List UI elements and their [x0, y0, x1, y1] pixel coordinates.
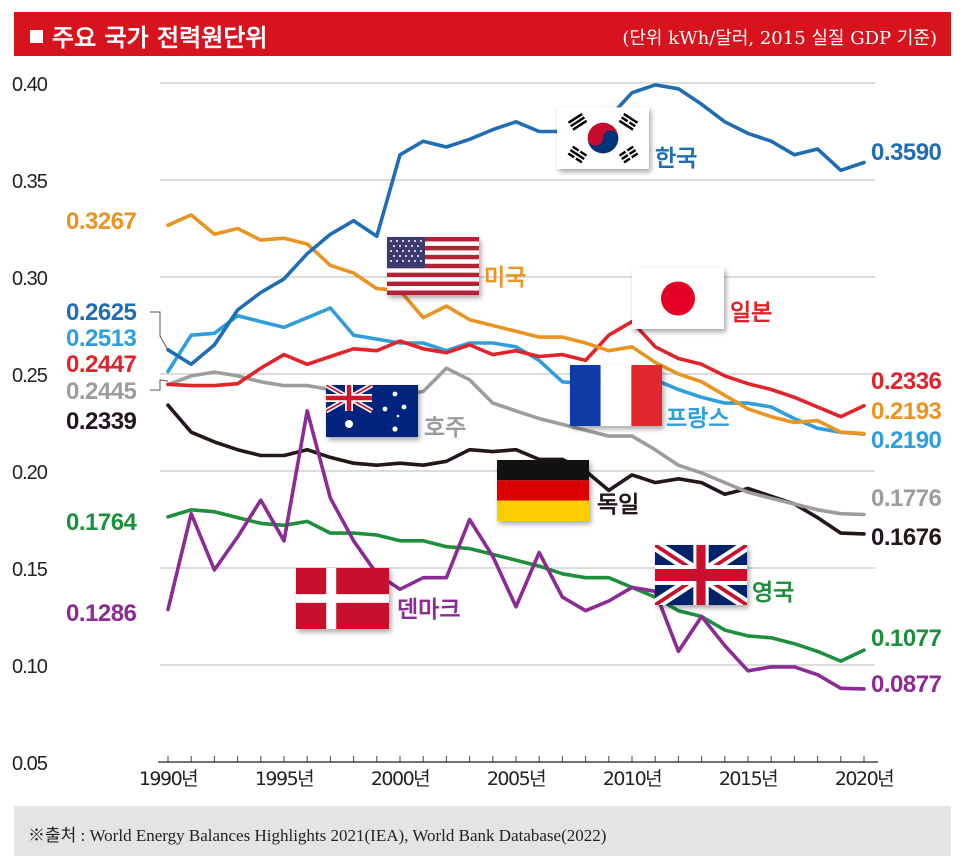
series-line-france: [166, 306, 866, 436]
usa-flag-icon: [387, 237, 479, 295]
country-label-uk: 영국: [752, 580, 794, 606]
end-value-label-uk: 0.1077: [871, 625, 942, 652]
series-line-uk: [166, 508, 866, 663]
country-label-usa: 미국: [484, 265, 526, 291]
source-footer: ※출처 : World Energy Balances Highlights 2…: [14, 806, 951, 856]
korea-flag-icon: [557, 107, 649, 169]
country-label-japan: 일본: [730, 300, 772, 326]
unit-label: (단위 kWh/달러, 2015 실질 GDP 기준): [622, 28, 937, 49]
end-value-label-australia: 0.1776: [871, 485, 942, 512]
series-line-japan: [166, 319, 866, 419]
title-banner: 주요 국가 전력원단위 (단위 kWh/달러, 2015 실질 GDP 기준): [14, 12, 951, 56]
uk-flag-icon: [655, 545, 747, 605]
y-tick-label: 0.40: [12, 74, 48, 96]
series-line-germany: [166, 403, 866, 536]
series-line-denmark: [166, 409, 866, 691]
bullet-square-icon: [30, 30, 43, 43]
leader-line: [150, 379, 169, 391]
x-tick-label: 2015년: [719, 768, 777, 790]
x-tick-label: 1995년: [255, 768, 313, 790]
end-value-label-germany: 0.1676: [871, 524, 942, 551]
france-flag-icon: [570, 365, 662, 426]
y-tick-label: 0.20: [12, 462, 48, 484]
start-value-label-denmark: 0.1286: [66, 600, 137, 627]
y-tick-label: 0.10: [12, 656, 48, 678]
y-tick-label: 0.35: [12, 171, 48, 193]
end-value-label-usa: 0.2193: [871, 398, 942, 425]
denmark-flag-icon: [296, 568, 389, 629]
start-value-label-korea: 0.2625: [66, 299, 137, 326]
chart-title: 주요 국가 전력원단위: [52, 24, 268, 52]
australia-flag-icon: [326, 385, 418, 437]
country-label-australia: 호주: [424, 415, 466, 441]
y-tick-label: 0.15: [12, 559, 48, 581]
end-value-label-france: 0.2190: [871, 427, 942, 454]
start-value-label-japan: 0.2447: [66, 351, 137, 378]
end-value-label-denmark: 0.0877: [871, 671, 942, 698]
x-tick-label: 2010년: [603, 768, 661, 790]
series-line-usa: [166, 213, 866, 436]
x-tick-label: 2000년: [371, 768, 429, 790]
y-tick-label: 0.25: [12, 365, 48, 387]
japan-flag-icon: [632, 268, 724, 329]
series-line-australia: [166, 366, 866, 517]
end-value-label-japan: 0.2336: [871, 368, 942, 395]
country-label-denmark: 덴마크: [397, 597, 460, 623]
series-line-korea: [166, 83, 866, 367]
end-value-label-korea: 0.3590: [871, 139, 942, 166]
start-value-label-uk: 0.1764: [66, 509, 138, 536]
leader-line: [150, 311, 169, 351]
start-value-label-usa: 0.3267: [66, 208, 137, 235]
start-value-label-australia: 0.2445: [66, 378, 137, 405]
country-label-korea: 한국: [655, 146, 697, 172]
country-label-germany: 독일: [597, 492, 639, 518]
source-text: ※출처 : World Energy Balances Highlights 2…: [28, 826, 607, 845]
start-value-label-france: 0.2513: [66, 325, 137, 352]
country-label-france: 프랑스: [666, 406, 729, 432]
x-tick-label: 1990년: [139, 768, 197, 790]
x-tick-label: 2020년: [835, 768, 893, 790]
start-value-label-germany: 0.2339: [66, 408, 137, 435]
y-tick-label: 0.30: [12, 268, 48, 290]
x-tick-label: 2005년: [487, 768, 545, 790]
germany-flag-icon: [497, 460, 589, 521]
y-tick-label: 0.05: [12, 753, 48, 775]
